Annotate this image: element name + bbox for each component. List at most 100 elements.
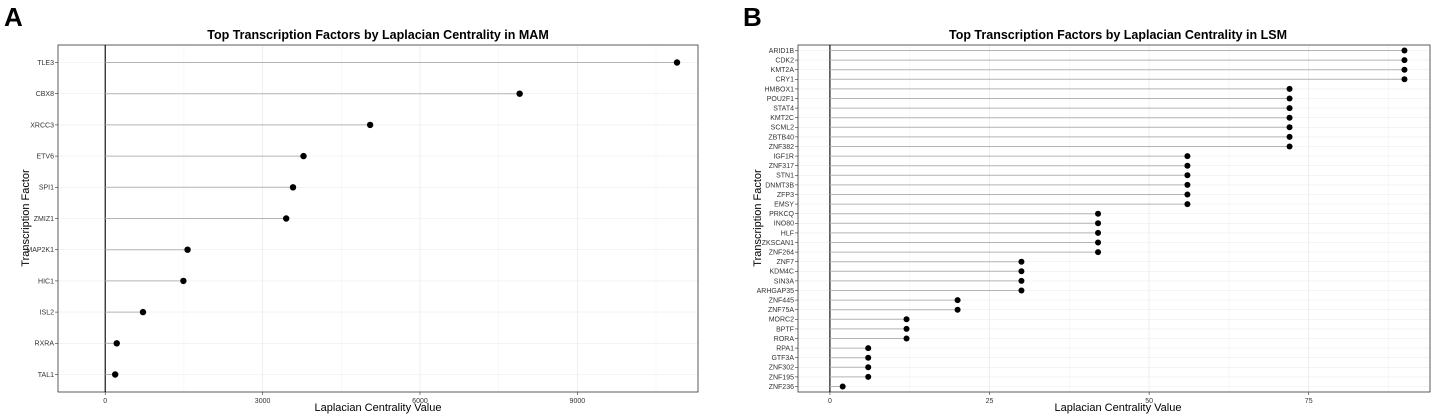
y-tick-label: HMBOX1 bbox=[764, 86, 794, 93]
x-tick-label: 75 bbox=[1305, 398, 1313, 405]
data-point bbox=[1018, 287, 1025, 294]
y-tick-label: KDM4C bbox=[769, 269, 794, 276]
data-point bbox=[839, 383, 846, 390]
data-point bbox=[865, 345, 872, 352]
y-tick-label: HLF bbox=[781, 230, 794, 237]
y-tick-label: CRY1 bbox=[775, 77, 794, 84]
y-tick-label: BPTF bbox=[776, 326, 794, 333]
x-axis-title-a: Laplacian Centrality Value bbox=[315, 402, 442, 414]
y-axis-title-b: Transcription Factor bbox=[752, 169, 764, 267]
data-point bbox=[1095, 249, 1102, 256]
y-tick-label: ZFP3 bbox=[777, 192, 794, 199]
x-tick-label: 0 bbox=[828, 398, 832, 405]
data-point bbox=[1184, 181, 1191, 188]
y-tick-label: RORA bbox=[774, 336, 795, 343]
data-point bbox=[366, 121, 374, 129]
y-tick-label: TLE3 bbox=[37, 60, 54, 67]
y-axis-title-a: Transcription Factor bbox=[20, 169, 32, 267]
x-tick-label: 6000 bbox=[412, 398, 428, 405]
data-point bbox=[954, 297, 961, 304]
chart-title-b: Top Transcription Factors by Laplacian C… bbox=[949, 28, 1287, 42]
data-point bbox=[1286, 124, 1293, 131]
data-point bbox=[954, 306, 961, 313]
y-tick-label: CDK2 bbox=[775, 58, 794, 65]
y-tick-label: ZKSCAN1 bbox=[762, 240, 794, 247]
x-tick-label: 3000 bbox=[255, 398, 271, 405]
plot-area-a: TLE3 CBX8 XRCC3 ETV6 SPI1 ZMIZ1 MAP2K1 HIC1 ISL2… bbox=[26, 44, 699, 405]
data-point bbox=[1286, 133, 1293, 140]
chart-title-a: Top Transcription Factors by Laplacian C… bbox=[207, 28, 549, 42]
y-tick-label: STAT4 bbox=[773, 106, 794, 113]
data-point bbox=[1184, 191, 1191, 198]
data-point bbox=[1286, 114, 1293, 121]
y-tick-label: ZMIZ1 bbox=[34, 216, 54, 223]
data-point bbox=[1286, 85, 1293, 92]
data-point bbox=[282, 215, 290, 222]
data-point bbox=[1095, 220, 1102, 227]
y-tick-label: ZNF317 bbox=[769, 163, 794, 170]
panel-letter-b: B bbox=[743, 2, 762, 32]
data-point bbox=[1095, 239, 1102, 246]
plot-background-b bbox=[798, 45, 1430, 392]
y-tick-label: SIN3A bbox=[774, 278, 795, 285]
y-tick-label: MAP2K1 bbox=[26, 247, 54, 254]
data-point bbox=[1401, 66, 1408, 73]
data-point bbox=[1401, 47, 1408, 54]
y-tick-label: ARID1B bbox=[769, 48, 795, 55]
x-tick-label: 25 bbox=[986, 398, 994, 405]
data-point bbox=[1184, 172, 1191, 179]
y-tick-label: XRCC3 bbox=[30, 122, 54, 129]
y-tick-label: EMSY bbox=[774, 202, 794, 209]
data-point bbox=[184, 246, 191, 253]
y-tick-label: ZNF382 bbox=[769, 144, 794, 151]
y-tick-label: ZNF236 bbox=[769, 384, 794, 391]
y-tick-label: IGF1R bbox=[773, 154, 794, 161]
plot-border-b bbox=[797, 44, 1431, 393]
data-point bbox=[1095, 210, 1102, 217]
data-point bbox=[1018, 258, 1025, 265]
data-point bbox=[865, 373, 872, 380]
y-tick-label: ZNF195 bbox=[769, 374, 794, 381]
data-point bbox=[1095, 229, 1102, 236]
data-point bbox=[300, 152, 307, 160]
y-tick-label: DNMT3B bbox=[765, 182, 794, 189]
x-tick-label: 0 bbox=[103, 398, 107, 405]
data-point bbox=[1401, 76, 1408, 83]
data-point bbox=[1184, 201, 1191, 208]
x-tick-label: 50 bbox=[1145, 398, 1153, 405]
y-tick-label: CBX8 bbox=[36, 91, 54, 98]
data-point bbox=[1286, 95, 1293, 102]
panel-letter-a: A bbox=[4, 2, 23, 32]
y-tick-label: INO80 bbox=[774, 221, 794, 228]
y-tick-label: ARHGAP35 bbox=[757, 288, 794, 295]
y-tick-label: ETV6 bbox=[36, 154, 54, 161]
data-point bbox=[289, 184, 297, 191]
y-tick-label: ISL2 bbox=[40, 310, 55, 317]
data-point bbox=[1018, 277, 1025, 284]
data-point bbox=[180, 277, 187, 285]
data-point bbox=[1286, 105, 1293, 112]
data-point bbox=[139, 308, 147, 316]
data-point bbox=[903, 325, 910, 332]
y-tick-label: SCML2 bbox=[771, 125, 794, 132]
y-tick-label: STN1 bbox=[776, 173, 794, 180]
data-point bbox=[111, 371, 119, 378]
y-tick-label: ZNF7 bbox=[777, 259, 795, 266]
y-tick-label: MORC2 bbox=[769, 317, 794, 324]
data-point bbox=[865, 354, 872, 361]
data-point bbox=[113, 340, 120, 347]
y-tick-label: HIC1 bbox=[38, 278, 54, 285]
y-tick-label: SPI1 bbox=[39, 185, 54, 192]
y-tick-label: ZNF302 bbox=[769, 365, 794, 372]
y-tick-label: ZNF445 bbox=[769, 298, 794, 305]
y-tick-label: KMT2A bbox=[771, 67, 795, 74]
data-point bbox=[903, 316, 910, 323]
y-tick-label: RPA1 bbox=[776, 346, 794, 353]
x-tick-label: 9000 bbox=[570, 398, 586, 405]
y-tick-label: ZBTB40 bbox=[768, 134, 794, 141]
y-tick-label: ZNF264 bbox=[769, 250, 794, 257]
y-tick-label: ZNF75A bbox=[768, 307, 794, 314]
y-tick-label: KMT2C bbox=[770, 115, 794, 122]
data-point bbox=[516, 90, 523, 97]
